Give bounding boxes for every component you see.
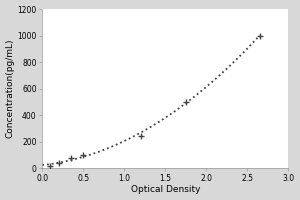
X-axis label: Optical Density: Optical Density <box>130 185 200 194</box>
Y-axis label: Concentration(pg/mL): Concentration(pg/mL) <box>6 39 15 138</box>
